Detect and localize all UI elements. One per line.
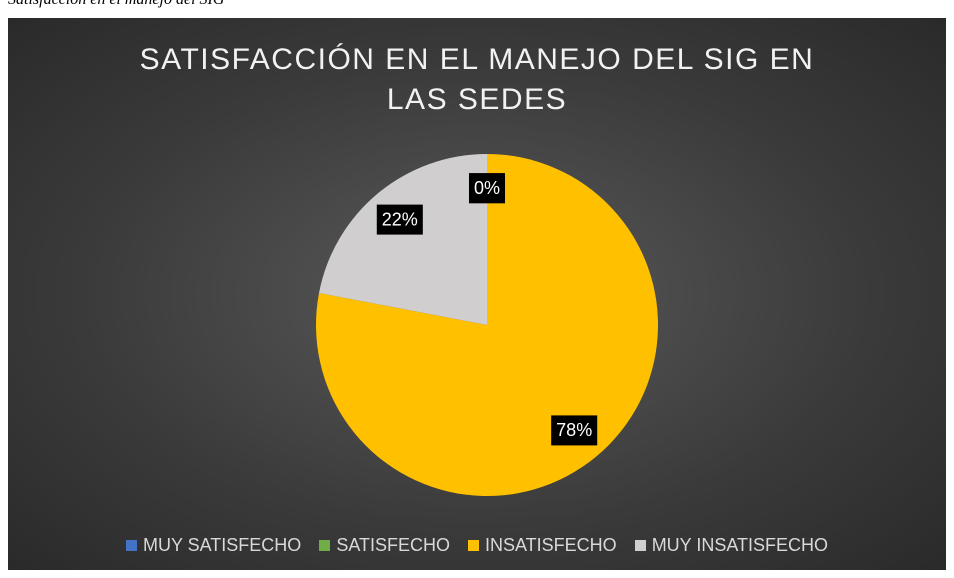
legend-item: SATISFECHO (319, 535, 450, 556)
legend: MUY SATISFECHO SATISFECHO INSATISFECHO MUY … (8, 535, 946, 556)
chart-title: SATISFACCIÓN EN EL MANEJO DEL SIG EN LAS… (139, 43, 815, 116)
chart: 0%0%78%22% SATISFACCIÓN EN EL MANEJO DEL… (8, 18, 946, 570)
data-label-box (468, 173, 506, 204)
legend-swatch (319, 540, 331, 551)
legend-item: INSATISFECHO (468, 535, 617, 556)
data-label: 22% (376, 204, 423, 235)
legend-label: MUY INSATISFECHO (651, 535, 829, 555)
legend-swatch (634, 540, 646, 551)
legend-label: SATISFECHO (336, 535, 450, 555)
data-label: 78% (551, 415, 598, 446)
data-label-box (376, 204, 423, 235)
legend-item: MUY SATISFECHO (125, 535, 302, 556)
legend-swatch (125, 540, 137, 551)
legend-swatch (468, 540, 479, 551)
caption: Satisfacción en el manejo del SIG (8, 0, 224, 9)
data-label-text: 0% (474, 178, 500, 198)
legend-item: MUY INSATISFECHO (634, 535, 829, 556)
legend-label: MUY SATISFECHO (142, 535, 302, 555)
pie-slice (319, 154, 487, 325)
data-label-text: 22% (382, 209, 418, 229)
data-label-box (551, 415, 598, 446)
pie-plot: 0%0%78%22% (316, 154, 658, 497)
data-label-text: 78% (556, 420, 592, 440)
legend-label: INSATISFECHO (485, 535, 617, 555)
data-label: 0% (468, 173, 506, 204)
